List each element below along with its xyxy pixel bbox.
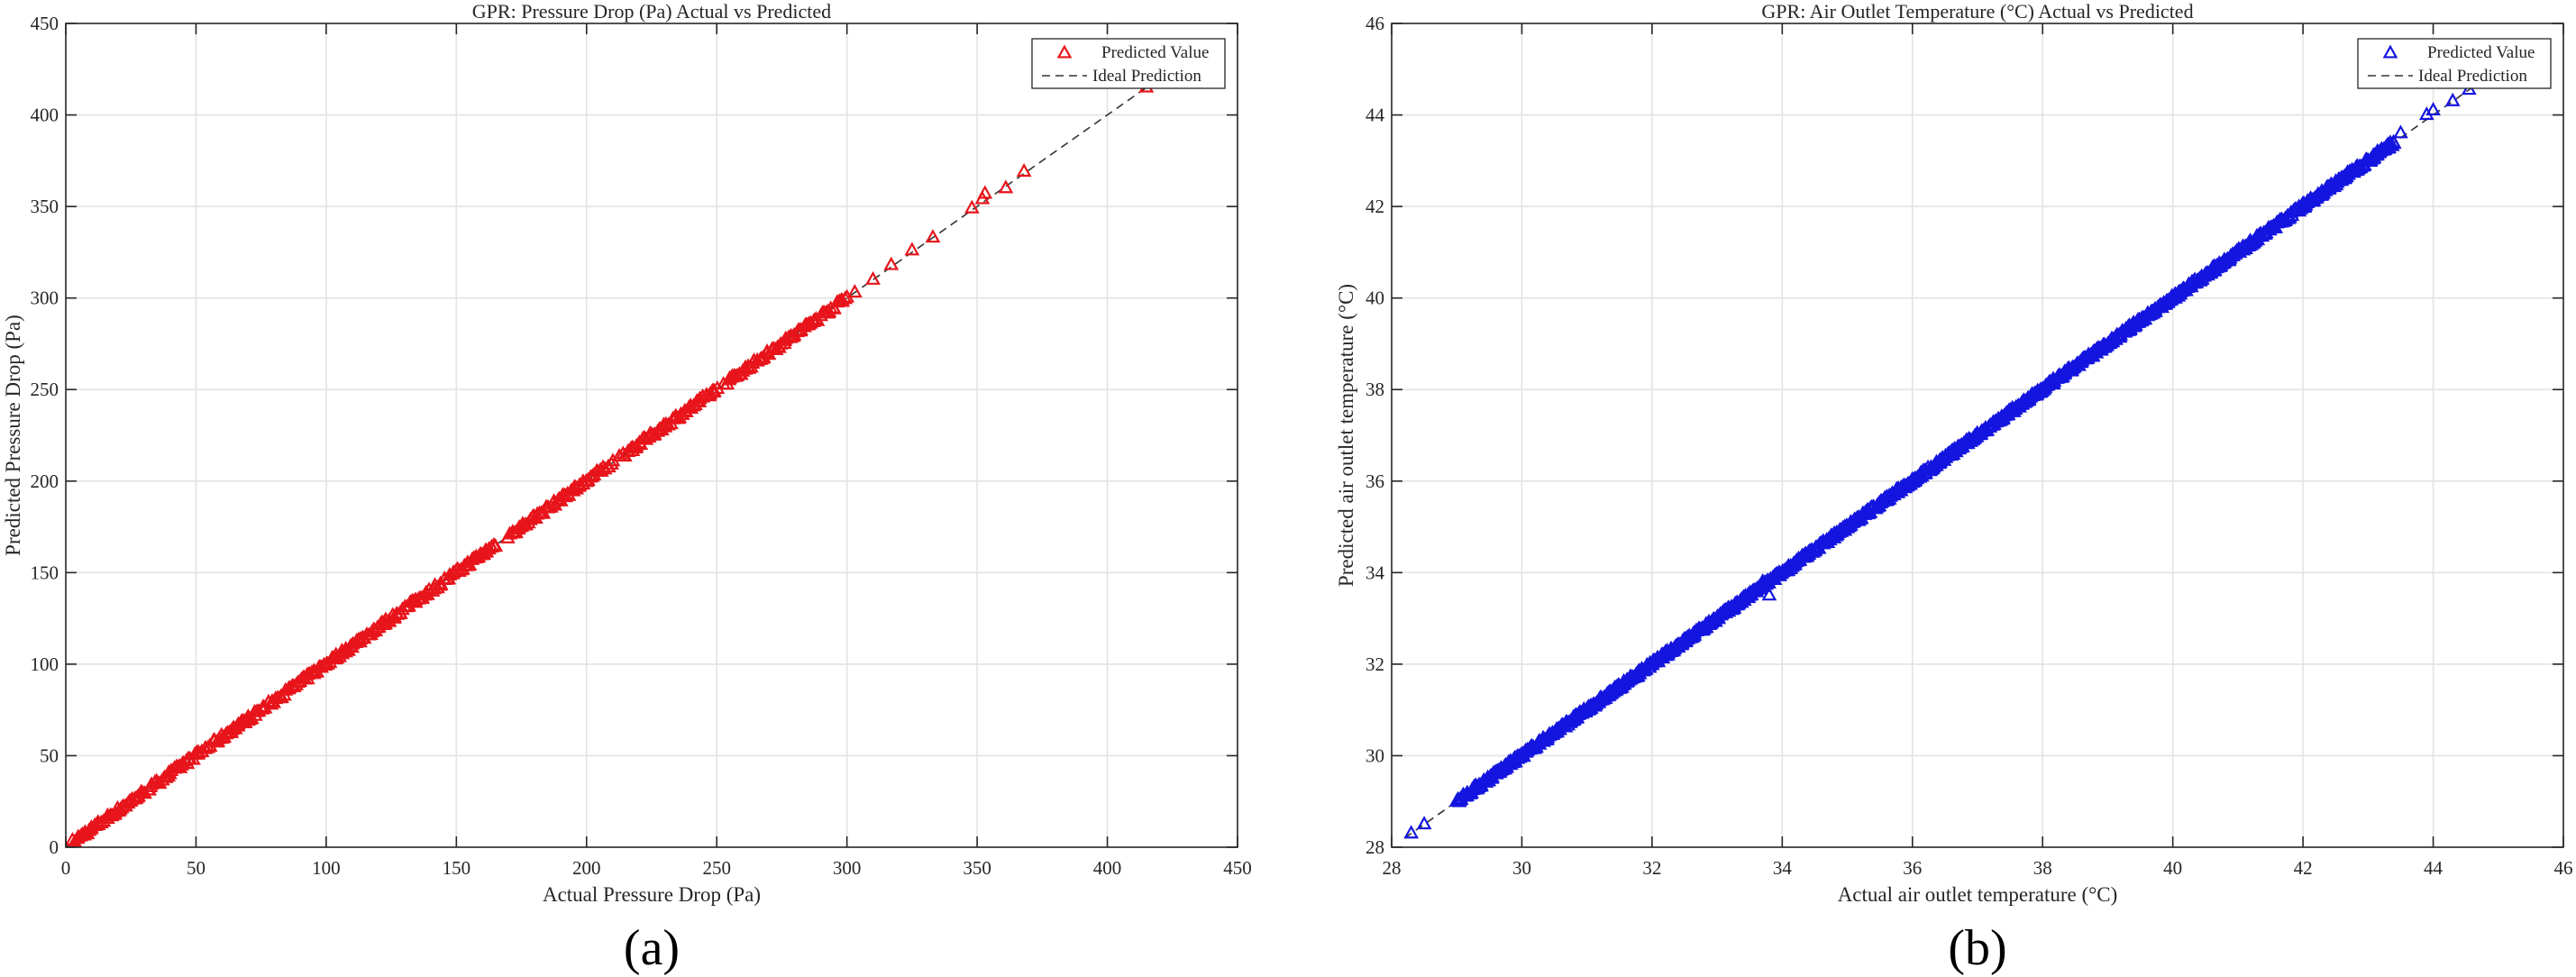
x-tick-label: 38 (2033, 857, 2052, 879)
x-tick-label: 32 (1642, 857, 1661, 879)
data-point (826, 300, 842, 315)
data-point (846, 284, 863, 298)
data-point (709, 379, 726, 394)
x-axis-label: Actual air outlet temperature (°C) (1838, 883, 2118, 906)
x-tick-label: 42 (2294, 857, 2313, 879)
data-point (2386, 133, 2401, 148)
data-point (904, 242, 920, 256)
legend-label-ideal: Ideal Prediction (1092, 67, 1201, 86)
y-tick-label: 28 (1366, 836, 1384, 858)
panel-caption: (b) (1948, 920, 2006, 976)
x-tick-label: 200 (572, 857, 601, 879)
points-layer (64, 78, 1155, 848)
y-tick-label: 100 (31, 653, 59, 675)
chart-pressure-drop: 0 50 100 150 200 250 300 350 400 450 0 50 100 150 200 2… (2, 0, 1252, 976)
legend-marker-icon (1056, 44, 1073, 59)
y-tick-label: 38 (1366, 379, 1384, 400)
data-point (274, 689, 289, 703)
data-point (488, 538, 504, 552)
panel-caption: (a) (624, 920, 680, 976)
tick-layer: 28 30 32 34 36 38 40 42 44 46 28 30 32 34 36 38 40 42 44 46 (1366, 13, 2573, 879)
legend: Predicted Value Ideal Prediction (2357, 38, 2552, 89)
y-axis-label: Predicted Pressure Drop (Pa) (2, 315, 24, 556)
data-point (1016, 163, 1032, 178)
data-point (977, 185, 993, 199)
x-tick-label: 300 (833, 857, 862, 879)
y-tick-label: 250 (31, 379, 59, 400)
plot-frame (1391, 23, 2564, 848)
y-tick-label: 32 (1366, 653, 1384, 675)
data-point (964, 199, 980, 214)
data-point (998, 179, 1014, 194)
x-tick-label: 46 (2554, 857, 2573, 879)
data-point (225, 719, 242, 734)
x-tick-label: 28 (1383, 857, 1402, 879)
x-tick-label: 100 (312, 857, 341, 879)
y-axis-label: Predicted air outlet temperature (°C) (1335, 284, 1357, 587)
y-tick-label: 0 (50, 836, 59, 858)
data-point (865, 270, 881, 285)
grid (66, 23, 1238, 847)
data-point (1403, 825, 1420, 839)
y-tick-label: 30 (1366, 744, 1384, 766)
x-tick-label: 450 (1223, 857, 1252, 879)
y-tick-label: 36 (1366, 470, 1384, 492)
plot-frame (65, 23, 1238, 848)
legend-marker-icon (2382, 44, 2398, 59)
data-point (1761, 587, 1777, 601)
data-point (683, 399, 699, 415)
y-tick-label: 300 (31, 288, 59, 309)
legend-label-predicted: Predicted Value (1101, 43, 1209, 62)
y-tick-label: 50 (40, 744, 59, 766)
chart-title: GPR: Pressure Drop (Pa) Actual vs Predic… (472, 0, 831, 23)
x-tick-label: 40 (2163, 857, 2182, 879)
data-point (2444, 92, 2461, 106)
data-point (1755, 572, 1771, 588)
y-tick-label: 400 (31, 105, 59, 126)
x-tick-label: 50 (187, 857, 206, 879)
x-tick-label: 250 (702, 857, 731, 879)
data-point (925, 229, 941, 243)
data-point (1416, 816, 1432, 830)
data-point (749, 352, 765, 367)
y-tick-label: 40 (1366, 288, 1384, 309)
grid (1392, 23, 2563, 847)
x-tick-label: 350 (963, 857, 991, 879)
legend-triangle (2382, 44, 2398, 59)
legend: Predicted Value Ideal Prediction (1031, 38, 1226, 89)
legend-label-ideal: Ideal Prediction (2418, 67, 2527, 86)
data-point (137, 785, 152, 799)
data-point (1448, 792, 1465, 807)
tick-layer: 0 50 100 150 200 250 300 350 400 450 0 50 100 150 200 2… (31, 13, 1252, 879)
data-point (706, 384, 722, 398)
y-tick-label: 200 (31, 470, 59, 492)
x-tick-label: 0 (61, 857, 71, 879)
legend-triangle (1056, 44, 1073, 59)
y-tick-label: 350 (31, 196, 59, 217)
y-tick-label: 150 (31, 562, 59, 583)
data-point (835, 293, 851, 307)
y-tick-label: 450 (31, 13, 59, 34)
chart-air-outlet-temperature: 28 30 32 34 36 38 40 42 44 46 28 30 32 34 36 38 40 42 44 46… (1335, 0, 2573, 976)
x-tick-label: 30 (1512, 857, 1531, 879)
y-tick-label: 42 (1366, 196, 1384, 217)
x-tick-label: 36 (1903, 857, 1922, 879)
y-tick-label: 34 (1366, 562, 1385, 583)
points-layer (1403, 81, 2477, 839)
legend-label-predicted: Predicted Value (2427, 43, 2535, 62)
data-point (243, 710, 260, 725)
x-axis-label: Actual Pressure Drop (Pa) (543, 883, 761, 906)
x-tick-label: 34 (1773, 857, 1793, 879)
y-tick-label: 44 (1366, 105, 1385, 126)
chart-title: GPR: Air Outlet Temperature (°C) Actual … (1761, 0, 2193, 23)
y-tick-label: 46 (1366, 13, 1384, 34)
x-tick-label: 150 (443, 857, 471, 879)
data-point (2425, 101, 2441, 116)
data-point (575, 476, 591, 490)
data-point (883, 256, 900, 270)
data-point (2393, 124, 2408, 139)
x-tick-label: 400 (1093, 857, 1122, 879)
x-tick-label: 44 (2424, 857, 2444, 879)
